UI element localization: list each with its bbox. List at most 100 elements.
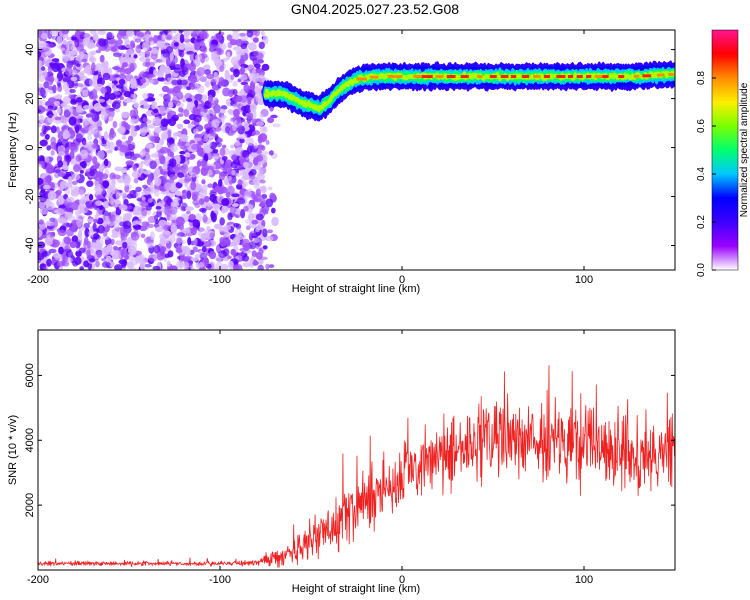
noise-blob <box>229 206 237 214</box>
noise-blob <box>163 224 171 231</box>
noise-blob <box>162 170 168 180</box>
noise-blob <box>149 160 157 170</box>
noise-blob <box>190 181 197 191</box>
noise-blob <box>219 65 225 73</box>
noise-blob <box>219 147 226 157</box>
noise-blob <box>97 225 105 234</box>
noise-blob <box>147 198 153 203</box>
snr-x-tick-label: 100 <box>575 574 593 586</box>
noise-blob <box>86 180 94 187</box>
noise-blob <box>114 166 124 172</box>
noise-blob <box>171 89 178 96</box>
noise-blob <box>192 219 201 229</box>
noise-blob <box>140 233 146 239</box>
colorbar-tick-label: 0.2 <box>696 215 707 229</box>
signal-peak <box>510 75 517 79</box>
noise-blob <box>88 56 97 63</box>
spectrogram-y-tick-label: 40 <box>24 43 36 55</box>
noise-blob <box>56 208 65 216</box>
noise-blob <box>157 77 167 82</box>
noise-blob <box>71 180 78 185</box>
noise-blob <box>57 130 65 141</box>
noise-blob <box>228 260 234 269</box>
noise-blob <box>111 233 119 239</box>
noise-blob <box>105 193 114 199</box>
noise-blob <box>107 82 115 88</box>
noise-blob <box>40 66 46 71</box>
noise-blob <box>264 235 274 242</box>
noise-blob <box>190 257 199 262</box>
noise-blob <box>171 219 179 224</box>
noise-blob <box>156 209 162 218</box>
noise-blob <box>231 239 240 246</box>
signal-peak <box>489 75 497 79</box>
noise-blob <box>161 230 171 239</box>
noise-blob <box>242 161 249 169</box>
noise-blob <box>60 103 67 108</box>
noise-blob <box>221 114 227 120</box>
noise-blob <box>268 264 275 269</box>
noise-blob <box>168 101 174 109</box>
noise-blob <box>218 171 226 181</box>
noise-blob <box>124 184 130 193</box>
noise-blob <box>265 263 270 270</box>
noise-blob <box>245 225 251 231</box>
noise-blob <box>186 50 195 55</box>
noise-blob <box>181 66 189 76</box>
noise-blob <box>212 79 217 85</box>
noise-blob <box>84 32 91 40</box>
noise-blob <box>47 190 57 201</box>
noise-blob <box>207 183 213 188</box>
noise-blob <box>192 227 198 231</box>
noise-blob <box>130 124 135 132</box>
noise-blob <box>135 190 141 199</box>
noise-blob <box>93 161 101 169</box>
noise-blob <box>84 206 89 212</box>
noise-blob <box>57 171 66 177</box>
noise-blob <box>82 105 91 110</box>
noise-blob <box>71 190 80 196</box>
noise-blob <box>251 68 257 77</box>
noise-blob <box>166 260 171 267</box>
noise-blob <box>252 130 261 136</box>
noise-blob <box>76 217 83 227</box>
noise-blob <box>142 117 148 123</box>
noise-blob <box>43 266 48 270</box>
noise-blob <box>79 169 84 174</box>
noise-blob <box>126 261 134 269</box>
noise-blob <box>183 261 190 270</box>
noise-blob <box>95 260 100 268</box>
noise-blob <box>175 248 183 254</box>
noise-blob <box>257 258 264 265</box>
noise-blob <box>107 40 115 45</box>
noise-blob <box>102 230 108 237</box>
colorbar: 0.0 0.2 0.4 0.6 0.8 Normalized spectral ampl… <box>696 29 750 277</box>
noise-blob <box>239 138 245 144</box>
noise-blob <box>82 140 87 146</box>
noise-blob <box>98 164 105 173</box>
noise-blob <box>59 180 68 189</box>
noise-blob <box>218 250 228 259</box>
noise-blob <box>68 143 77 151</box>
noise-blob <box>95 173 105 178</box>
noise-blob <box>135 255 144 261</box>
noise-blob <box>120 232 125 242</box>
noise-blob <box>108 93 117 100</box>
noise-blob <box>46 234 51 240</box>
noise-blob <box>202 214 208 223</box>
colorbar-tick-label: 0.0 <box>696 263 707 277</box>
snr-series-line <box>38 365 675 568</box>
noise-blob <box>196 160 202 168</box>
noise-blob <box>75 241 81 249</box>
noise-blob <box>97 98 105 103</box>
noise-blob <box>167 266 173 270</box>
noise-blob <box>194 93 204 101</box>
noise-blob <box>62 165 70 171</box>
snr-y-axis-label: SNR (10 * v/v) <box>7 415 19 485</box>
noise-blob <box>195 241 205 247</box>
noise-blob <box>236 197 246 205</box>
noise-blob <box>118 126 126 135</box>
noise-blob <box>166 45 174 54</box>
noise-blob <box>93 218 98 224</box>
noise-blob <box>244 156 250 164</box>
